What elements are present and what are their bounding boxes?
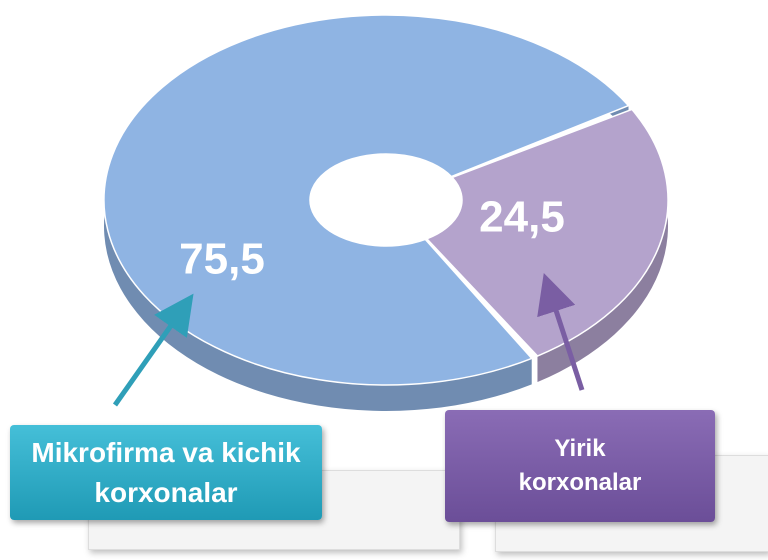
value-label: 24,5 xyxy=(479,193,565,242)
arrow xyxy=(537,272,585,391)
slice xyxy=(425,108,669,357)
slice xyxy=(103,14,630,386)
slice-side xyxy=(537,109,668,383)
category-label: Yirik korxonalar xyxy=(445,410,715,522)
hole xyxy=(314,170,458,246)
arrow xyxy=(112,293,194,407)
category-label: Mikrofirma va kichik korxonalar xyxy=(10,425,322,520)
value-label: 75,5 xyxy=(179,235,265,284)
